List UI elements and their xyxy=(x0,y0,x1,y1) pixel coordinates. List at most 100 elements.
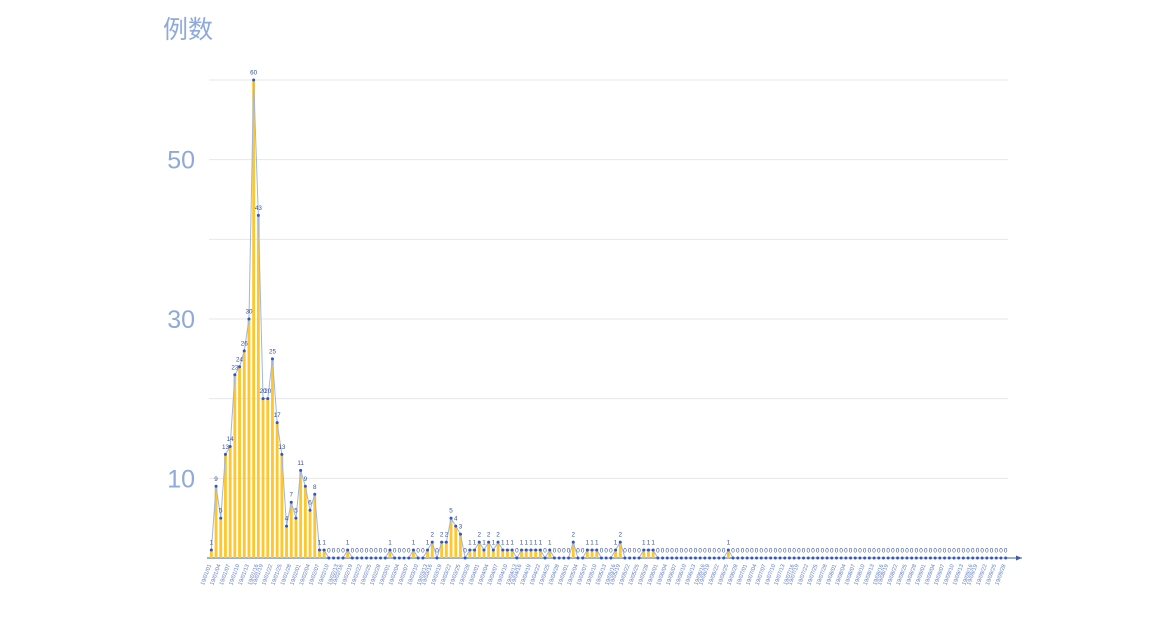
svg-text:1: 1 xyxy=(727,540,731,547)
svg-text:13: 13 xyxy=(278,444,286,451)
svg-text:0: 0 xyxy=(788,548,792,555)
svg-text:1: 1 xyxy=(614,540,618,547)
svg-text:0: 0 xyxy=(900,548,904,555)
svg-text:0: 0 xyxy=(957,548,961,555)
svg-text:1: 1 xyxy=(539,540,543,547)
svg-text:0: 0 xyxy=(933,548,937,555)
svg-text:0: 0 xyxy=(877,548,881,555)
svg-text:1: 1 xyxy=(548,540,552,547)
svg-text:1: 1 xyxy=(501,540,505,547)
svg-text:0: 0 xyxy=(755,548,759,555)
svg-text:0: 0 xyxy=(689,548,693,555)
svg-text:0: 0 xyxy=(609,548,613,555)
svg-text:0: 0 xyxy=(341,548,345,555)
svg-text:0: 0 xyxy=(670,548,674,555)
svg-text:0: 0 xyxy=(327,548,331,555)
svg-text:0: 0 xyxy=(839,548,843,555)
svg-text:1: 1 xyxy=(595,540,599,547)
svg-text:0: 0 xyxy=(736,548,740,555)
svg-text:24: 24 xyxy=(236,356,244,363)
svg-text:0: 0 xyxy=(774,548,778,555)
svg-text:1: 1 xyxy=(590,540,594,547)
svg-text:1: 1 xyxy=(468,540,472,547)
svg-text:0: 0 xyxy=(830,548,834,555)
svg-text:0: 0 xyxy=(872,548,876,555)
svg-text:0: 0 xyxy=(891,548,895,555)
svg-text:9: 9 xyxy=(304,476,308,483)
svg-text:0: 0 xyxy=(769,548,773,555)
svg-text:0: 0 xyxy=(821,548,825,555)
svg-text:26: 26 xyxy=(241,340,249,347)
svg-text:1: 1 xyxy=(482,540,486,547)
svg-text:17: 17 xyxy=(274,412,282,419)
svg-text:0: 0 xyxy=(896,548,900,555)
svg-text:0: 0 xyxy=(966,548,970,555)
svg-text:0: 0 xyxy=(745,548,749,555)
svg-text:0: 0 xyxy=(929,548,933,555)
svg-text:1: 1 xyxy=(510,540,514,547)
svg-text:0: 0 xyxy=(849,548,853,555)
svg-text:0: 0 xyxy=(694,548,698,555)
svg-text:0: 0 xyxy=(463,548,467,555)
svg-text:0: 0 xyxy=(360,548,364,555)
svg-text:1: 1 xyxy=(492,540,496,547)
svg-text:2: 2 xyxy=(445,532,449,539)
svg-text:0: 0 xyxy=(792,548,796,555)
svg-text:1: 1 xyxy=(210,540,214,547)
svg-text:0: 0 xyxy=(332,548,336,555)
svg-text:0: 0 xyxy=(703,548,707,555)
svg-text:0: 0 xyxy=(369,548,373,555)
svg-text:0: 0 xyxy=(980,548,984,555)
svg-text:1: 1 xyxy=(586,540,590,547)
svg-text:0: 0 xyxy=(581,548,585,555)
svg-text:1: 1 xyxy=(473,540,477,547)
svg-text:0: 0 xyxy=(553,548,557,555)
svg-text:0: 0 xyxy=(915,548,919,555)
svg-text:0: 0 xyxy=(778,548,782,555)
svg-text:1: 1 xyxy=(529,540,533,547)
svg-text:11: 11 xyxy=(297,460,304,467)
svg-text:0: 0 xyxy=(421,548,425,555)
svg-text:1: 1 xyxy=(506,540,510,547)
svg-text:0: 0 xyxy=(1004,548,1008,555)
svg-text:0: 0 xyxy=(844,548,848,555)
svg-text:1: 1 xyxy=(388,540,392,547)
svg-text:9: 9 xyxy=(214,476,218,483)
svg-text:0: 0 xyxy=(557,548,561,555)
svg-text:0: 0 xyxy=(407,548,411,555)
svg-text:0: 0 xyxy=(712,548,716,555)
svg-text:14: 14 xyxy=(227,436,235,443)
svg-text:0: 0 xyxy=(764,548,768,555)
svg-text:0: 0 xyxy=(435,548,439,555)
svg-text:0: 0 xyxy=(665,548,669,555)
svg-text:0: 0 xyxy=(374,548,378,555)
svg-text:13: 13 xyxy=(222,444,230,451)
svg-text:30: 30 xyxy=(245,309,253,316)
svg-text:1: 1 xyxy=(426,540,430,547)
svg-text:0: 0 xyxy=(990,548,994,555)
svg-text:0: 0 xyxy=(802,548,806,555)
svg-text:0: 0 xyxy=(943,548,947,555)
svg-text:0: 0 xyxy=(985,548,989,555)
svg-text:2: 2 xyxy=(571,532,575,539)
svg-text:0: 0 xyxy=(938,548,942,555)
svg-text:0: 0 xyxy=(576,548,580,555)
svg-text:2: 2 xyxy=(487,532,491,539)
svg-text:0: 0 xyxy=(398,548,402,555)
svg-text:25: 25 xyxy=(269,348,277,355)
svg-text:0: 0 xyxy=(905,548,909,555)
svg-text:0: 0 xyxy=(717,548,721,555)
svg-text:0: 0 xyxy=(882,548,886,555)
svg-text:0: 0 xyxy=(759,548,763,555)
svg-text:2: 2 xyxy=(496,532,500,539)
svg-text:3: 3 xyxy=(459,524,463,531)
svg-text:5: 5 xyxy=(449,508,453,515)
svg-text:5: 5 xyxy=(294,508,298,515)
svg-text:1: 1 xyxy=(318,540,322,547)
svg-text:0: 0 xyxy=(919,548,923,555)
svg-text:0: 0 xyxy=(806,548,810,555)
svg-text:43: 43 xyxy=(255,205,263,212)
svg-text:1: 1 xyxy=(524,540,528,547)
svg-text:6: 6 xyxy=(308,500,312,507)
svg-text:0: 0 xyxy=(952,548,956,555)
